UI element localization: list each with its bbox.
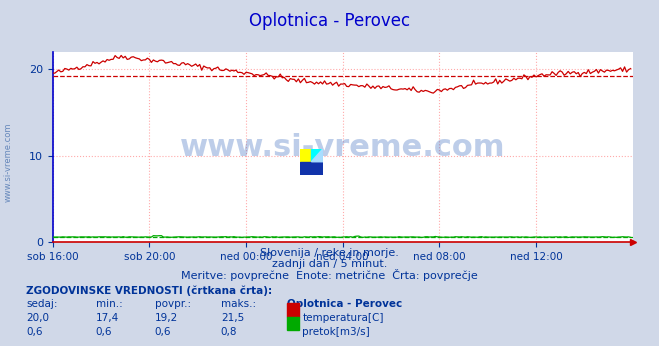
Text: sedaj:: sedaj: [26,299,58,309]
Polygon shape [312,149,323,162]
Bar [300,149,312,162]
Text: Slovenija / reke in morje.: Slovenija / reke in morje. [260,248,399,258]
Text: Meritve: povprečne  Enote: metrične  Črta: povprečje: Meritve: povprečne Enote: metrične Črta:… [181,269,478,281]
Bar [312,149,323,162]
Text: Oplotnica - Perovec: Oplotnica - Perovec [287,299,402,309]
Text: 19,2: 19,2 [155,313,178,323]
Text: www.si-vreme.com: www.si-vreme.com [4,123,13,202]
Text: 21,5: 21,5 [221,313,244,323]
Text: 17,4: 17,4 [96,313,119,323]
Text: www.si-vreme.com: www.si-vreme.com [180,133,505,162]
Text: Oplotnica - Perovec: Oplotnica - Perovec [249,12,410,30]
Text: min.:: min.: [96,299,123,309]
Text: 0,8: 0,8 [221,327,237,337]
Bar [287,303,299,317]
Text: maks.:: maks.: [221,299,256,309]
Text: ZGODOVINSKE VREDNOSTI (črtkana črta):: ZGODOVINSKE VREDNOSTI (črtkana črta): [26,285,272,296]
Text: pretok[m3/s]: pretok[m3/s] [302,327,370,337]
Text: 20,0: 20,0 [26,313,49,323]
Text: 0,6: 0,6 [96,327,112,337]
Text: zadnji dan / 5 minut.: zadnji dan / 5 minut. [272,259,387,269]
Bar [300,162,323,175]
Text: povpr.:: povpr.: [155,299,191,309]
Bar [287,317,299,330]
Text: 0,6: 0,6 [26,327,43,337]
Text: temperatura[C]: temperatura[C] [302,313,384,323]
Text: 0,6: 0,6 [155,327,171,337]
